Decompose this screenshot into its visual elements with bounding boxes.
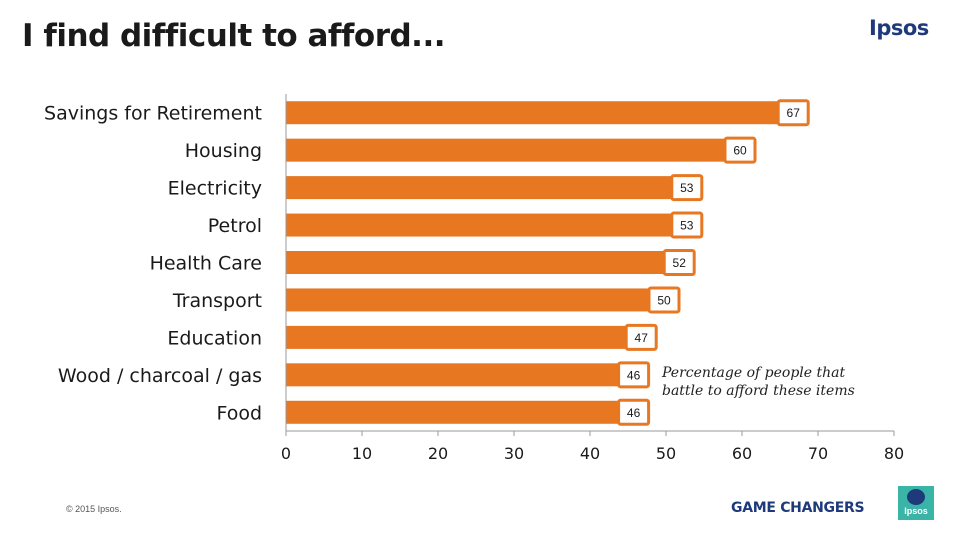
data-label-box xyxy=(723,136,757,164)
bar xyxy=(286,101,796,125)
category-label: Housing xyxy=(185,140,262,162)
data-label-box xyxy=(617,361,651,389)
data-label-box xyxy=(617,398,651,426)
x-tick-label: 60 xyxy=(732,444,752,463)
chart-annotation: Percentage of people that battle to affo… xyxy=(662,364,922,400)
category-label: Education xyxy=(167,327,262,349)
data-label: 46 xyxy=(627,368,641,382)
data-label-box xyxy=(647,286,681,314)
data-label: 60 xyxy=(733,144,747,158)
data-label: 67 xyxy=(787,106,801,120)
bar xyxy=(286,176,689,200)
annotation-line-1: Percentage of people that xyxy=(662,365,846,381)
bar xyxy=(286,138,742,162)
bar xyxy=(286,400,636,424)
annotation-line-2: battle to afford these items xyxy=(662,383,855,399)
x-tick-label: 70 xyxy=(808,444,828,463)
x-tick-label: 50 xyxy=(656,444,676,463)
x-tick-label: 10 xyxy=(352,444,372,463)
bar xyxy=(286,213,689,237)
category-label: Petrol xyxy=(208,215,262,237)
data-label-box xyxy=(662,249,696,276)
data-label-box xyxy=(776,99,810,127)
category-label: Wood / charcoal / gas xyxy=(58,365,262,387)
category-label: Electricity xyxy=(168,178,262,200)
data-label: 50 xyxy=(657,293,671,307)
bar xyxy=(286,251,682,274)
category-label: Savings for Retirement xyxy=(44,103,262,125)
x-tick-label: 40 xyxy=(580,444,600,463)
data-label: 46 xyxy=(627,406,641,420)
page-title: I find difficult to afford... xyxy=(22,18,446,54)
x-tick-label: 30 xyxy=(504,444,524,463)
category-label: Food xyxy=(216,402,262,424)
bar xyxy=(286,363,636,387)
bar xyxy=(286,288,666,312)
data-label-box xyxy=(670,174,704,202)
category-label: Health Care xyxy=(150,253,262,275)
x-tick-label: 0 xyxy=(281,444,291,463)
data-label-box xyxy=(670,211,704,239)
ipsos-logo-badge: Ipsos xyxy=(898,486,934,520)
copyright-notice: © 2015 Ipsos. xyxy=(66,504,122,514)
logo-emblem-icon xyxy=(907,489,925,505)
category-label: Transport xyxy=(172,290,262,312)
data-label: 53 xyxy=(680,181,694,195)
brand-logo: Ipsos xyxy=(869,16,929,40)
x-tick-label: 20 xyxy=(428,444,448,463)
data-label: 52 xyxy=(673,256,687,270)
logo-text: Ipsos xyxy=(904,506,928,516)
data-label: 53 xyxy=(680,219,694,233)
x-tick-label: 80 xyxy=(884,444,904,463)
data-label-box xyxy=(624,323,658,351)
data-label: 47 xyxy=(635,331,649,345)
tagline: GAME CHANGERS xyxy=(731,500,865,516)
bar xyxy=(286,325,644,349)
